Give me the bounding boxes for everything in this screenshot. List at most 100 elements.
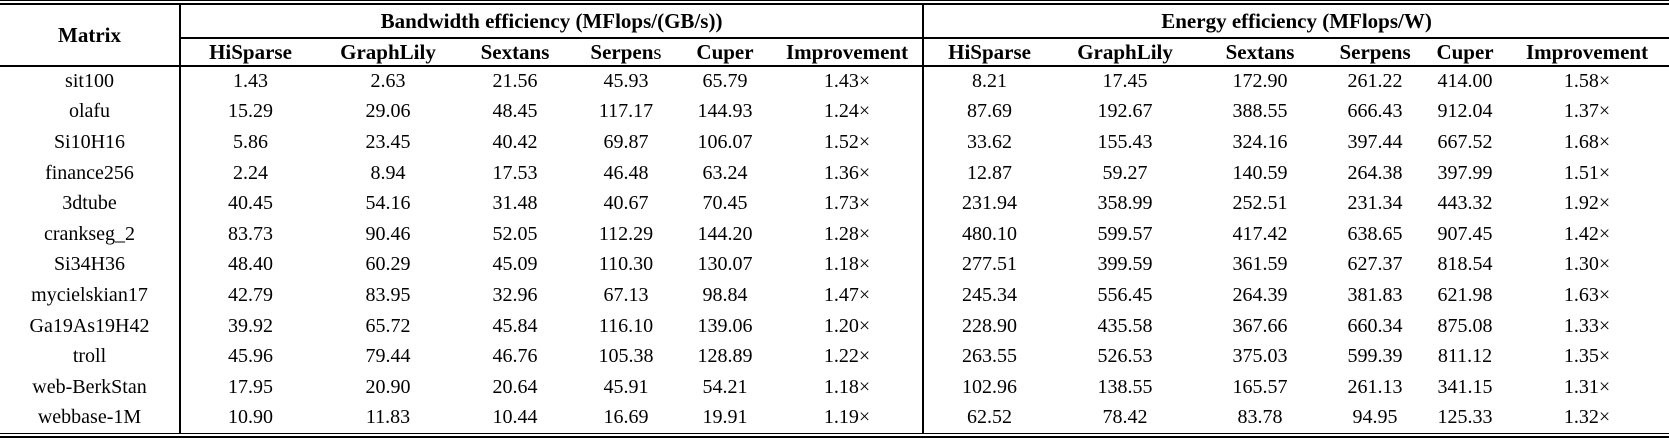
bandwidth-improvement-cell: 1.18×	[772, 249, 925, 281]
energy-value-cell: 125.33	[1437, 406, 1493, 429]
table-row: troll 45.96 79.44 46.76 105.38 128.89 1.22× 263…	[0, 341, 1669, 372]
bandwidth-value-cell: 5.86	[233, 130, 268, 153]
bandwidth-improvement-cell: 1.73×	[772, 188, 925, 219]
bandwidth-value-cell: 65.79	[702, 70, 748, 93]
bandwidth-value-cell: 20.64	[492, 375, 538, 398]
bandwidth-value-cell: 45.93	[603, 70, 649, 93]
bandwidth-improvement-cell: 1.20×	[772, 310, 925, 342]
bandwidth-value-cell: 117.17	[598, 100, 654, 123]
bandwidth-improvement-cell: 1.52×	[772, 127, 925, 158]
energy-value-cell: 138.55	[1097, 375, 1153, 398]
energy-value-cell: 231.34	[1347, 192, 1403, 215]
energy-value-cell: 231.94	[962, 192, 1018, 215]
energy-value-cell: 102.96	[962, 375, 1018, 398]
energy-value-cell: 62.52	[967, 406, 1013, 429]
energy-value-cell: 556.45	[1097, 283, 1153, 306]
energy-value-cell: 358.99	[1097, 192, 1153, 215]
bandwidth-value-cell: 40.42	[492, 130, 538, 153]
group-header-row: Matrix Bandwidth efficiency (MFlops/(GB/…	[0, 4, 1669, 67]
energy-value-cell: 375.03	[1232, 345, 1288, 368]
energy-value-cell: 140.59	[1232, 161, 1288, 184]
bandwidth-value-cell: 54.16	[365, 192, 411, 215]
bandwidth-improvement-cell: 1.43×	[772, 66, 925, 97]
energy-value-cell: 443.32	[1437, 192, 1493, 215]
energy-value-cell: 417.42	[1232, 222, 1288, 245]
bandwidth-value-cell: 23.45	[365, 130, 411, 153]
energy-value-cell: 324.16	[1232, 130, 1288, 153]
bandwidth-value-cell: 20.90	[365, 375, 411, 398]
energy-value-cell: 261.13	[1347, 375, 1403, 398]
bandwidth-value-cell: 17.53	[492, 161, 538, 184]
energy-value-cell: 667.52	[1437, 130, 1493, 153]
energy-value-cell: 381.83	[1347, 283, 1403, 306]
matrix-name-cell: Si10H16	[0, 127, 181, 158]
column-header-label: Sextans	[480, 39, 550, 64]
energy-improvement-cell: 1.68×	[1563, 130, 1611, 153]
bandwidth-improvement-cell: 1.28×	[772, 218, 925, 250]
bandwidth-value-cell: 128.89	[697, 345, 753, 368]
column-header-label: GraphLily	[340, 39, 436, 64]
column-header-energy-serpens: Serpens	[1325, 38, 1426, 67]
energy-improvement-cell: 1.58×	[1563, 70, 1611, 93]
energy-value-cell: 245.34	[962, 283, 1018, 306]
energy-value-cell: 599.39	[1347, 345, 1403, 368]
bandwidth-value-cell: 144.93	[697, 100, 753, 123]
energy-improvement-cell: 1.33×	[1563, 314, 1611, 337]
table-row: finance256 2.24 8.94 17.53 46.48 63.24 1.36× 12…	[0, 157, 1669, 189]
energy-value-cell: 414.00	[1437, 70, 1493, 93]
energy-value-cell: 83.78	[1237, 406, 1283, 429]
column-header-bandwidth-sextans: Sextans	[456, 38, 574, 67]
column-header-bandwidth-improvement: Improvement	[772, 38, 925, 67]
table-row: sit100 1.43 2.63 21.56 45.93 65.79 1.43× 8.21 17…	[0, 66, 1669, 97]
bandwidth-value-cell: 110.30	[598, 253, 654, 276]
energy-value-cell: 78.42	[1102, 406, 1148, 429]
bandwidth-value-cell: 112.29	[598, 222, 654, 245]
column-header-energy-hisparse: HiSparse	[923, 38, 1056, 67]
bandwidth-value-cell: 40.45	[228, 192, 273, 215]
column-header-energy-sextans: Sextans	[1195, 38, 1326, 67]
bandwidth-value-cell: 98.84	[702, 283, 748, 306]
table-row: web-BerkStan 17.95 20.90 20.64 45.91 54.21 1.1…	[0, 371, 1669, 403]
bandwidth-value-cell: 29.06	[365, 100, 411, 123]
bandwidth-value-cell: 19.91	[702, 406, 748, 429]
bandwidth-efficiency-group-header: Bandwidth efficiency (MFlops/(GB/s))	[180, 4, 925, 39]
energy-improvement-cell: 1.37×	[1563, 100, 1611, 123]
energy-value-cell: 811.12	[1437, 345, 1493, 368]
energy-value-cell: 907.45	[1437, 222, 1493, 245]
bandwidth-value-cell: 32.96	[492, 283, 538, 306]
column-header-energy-cuper: Cuper	[1425, 38, 1506, 67]
bandwidth-improvement-cell: 1.36×	[772, 157, 925, 189]
column-header-bandwidth-hisparse: HiSparse	[180, 38, 320, 67]
energy-value-cell: 277.51	[962, 253, 1018, 276]
bandwidth-value-cell: 45.09	[492, 253, 538, 276]
energy-value-cell: 621.98	[1437, 283, 1493, 306]
energy-improvement-cell: 1.92×	[1563, 192, 1611, 215]
energy-value-cell: 480.10	[962, 222, 1018, 245]
bandwidth-value-cell: 45.96	[228, 345, 273, 368]
column-header-label: Sextans	[1225, 39, 1295, 64]
matrix-name-cell: 3dtube	[0, 188, 181, 219]
bandwidth-value-cell: 48.45	[492, 100, 538, 123]
energy-value-cell: 264.39	[1232, 283, 1288, 306]
energy-value-cell: 59.27	[1102, 161, 1148, 184]
energy-improvement-cell: 1.51×	[1563, 161, 1611, 184]
energy-value-cell: 17.45	[1102, 70, 1148, 93]
bandwidth-value-cell: 45.84	[492, 314, 538, 337]
bandwidth-value-cell: 69.87	[603, 130, 649, 153]
matrix-name-cell: Ga19As19H42	[0, 310, 181, 342]
bandwidth-value-cell: 39.92	[228, 314, 273, 337]
bandwidth-value-cell: 15.29	[228, 100, 273, 123]
column-header-label: Cuper	[1436, 39, 1494, 64]
column-header-energy-graphlily: GraphLily	[1055, 38, 1196, 67]
bandwidth-value-cell: 83.95	[365, 283, 411, 306]
energy-improvement-cell: 1.42×	[1563, 222, 1611, 245]
matrix-name-cell: olafu	[0, 96, 181, 128]
bandwidth-value-cell: 60.29	[365, 253, 411, 276]
matrix-name-cell: Si34H36	[0, 249, 181, 281]
bandwidth-value-cell: 79.44	[365, 345, 411, 368]
energy-value-cell: 172.90	[1232, 70, 1288, 93]
energy-value-cell: 638.65	[1347, 222, 1403, 245]
bandwidth-value-cell: 83.73	[228, 222, 273, 245]
bandwidth-value-cell: 31.48	[492, 192, 538, 215]
